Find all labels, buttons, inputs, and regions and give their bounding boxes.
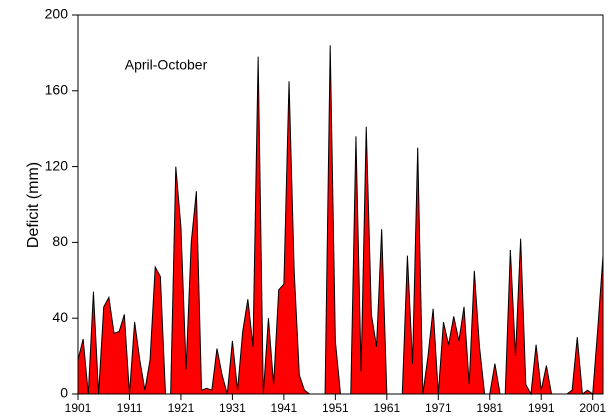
x-tick-label: 1971 — [425, 401, 452, 415]
x-tick-label: 1931 — [219, 401, 246, 415]
y-tick-label: 120 — [45, 157, 69, 173]
x-tick-label: 1941 — [271, 401, 298, 415]
y-axis-label: Deficit (mm) — [25, 162, 42, 248]
x-tick-label: 1911 — [117, 401, 143, 415]
y-tick-label: 0 — [60, 385, 68, 401]
y-tick-label: 40 — [52, 309, 68, 325]
x-tick-label: 1961 — [373, 401, 400, 415]
x-tick-label: 1921 — [168, 401, 195, 415]
x-tick-label: 2001 — [579, 401, 606, 415]
area — [77, 45, 604, 396]
x-tick-label: 1981 — [476, 401, 503, 415]
x-tick-label: 1991 — [528, 401, 555, 415]
x-tick-label: 1951 — [322, 401, 349, 415]
y-tick-label: 160 — [45, 82, 69, 98]
x-tick-label: 1901 — [65, 401, 92, 415]
y-tick-label: 200 — [45, 6, 69, 22]
y-tick-label: 80 — [52, 233, 68, 249]
plot-frame — [77, 14, 604, 395]
annotation: April-October — [125, 57, 208, 73]
